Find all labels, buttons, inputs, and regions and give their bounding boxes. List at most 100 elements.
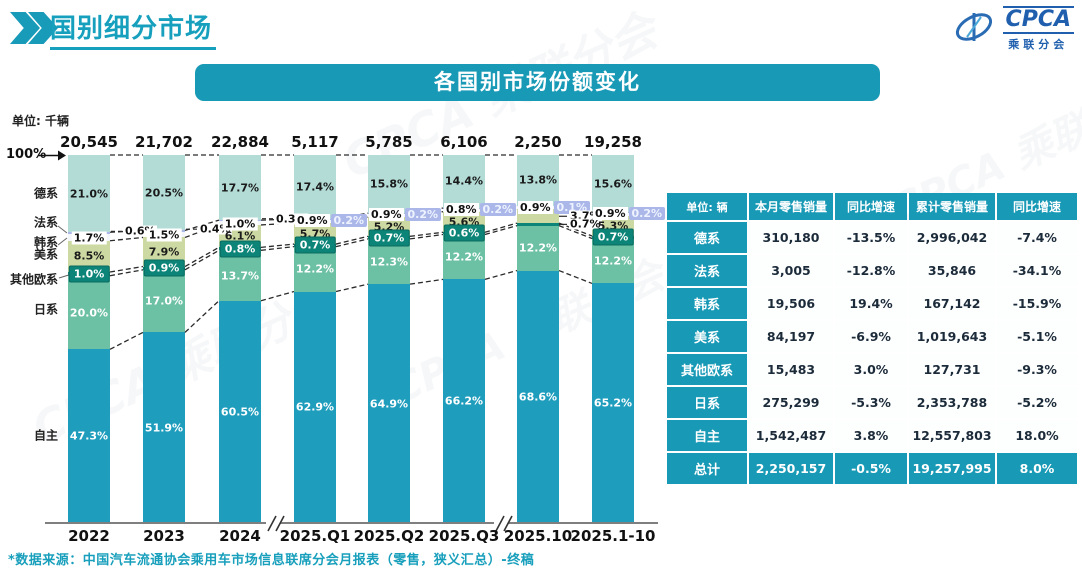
table-cell: -0.5%	[835, 453, 907, 484]
label-domestic-share: 68.6%	[518, 390, 558, 404]
bar-segment-domestic-2022	[68, 349, 110, 524]
table-row: 德系 310,180 -13.5% 2,996,042 -7.4%	[667, 222, 1077, 253]
table-cell: 3.0%	[835, 354, 907, 385]
table-header-cell: 累计零售销量	[909, 193, 995, 220]
table-row-header: 韩系	[667, 288, 747, 319]
bar-segment-japanese-2025.10	[517, 225, 559, 271]
label-japanese-share: 12.2%	[518, 241, 558, 255]
label-american-share: 7.9%	[148, 245, 180, 259]
label-american-share-callout: 3.7%	[569, 209, 602, 223]
label-korean-share: 0.9%	[369, 208, 404, 222]
table-row-header: 法系	[667, 255, 747, 286]
table-header-cell: 同比增速	[835, 193, 907, 220]
logo-brand-text: CPCA	[1002, 6, 1074, 34]
table-row-header: 日系	[667, 387, 747, 418]
label-german-share: 17.7%	[220, 181, 260, 195]
label-german-share: 15.6%	[593, 177, 633, 191]
bar-segment-domestic-2025.Q3	[443, 279, 485, 523]
bar-segment-other-european-2025.10	[517, 223, 559, 226]
cpca-logo: CPCA 乘联分会	[951, 6, 1074, 52]
bar-segment-japanese-2025.Q1	[294, 246, 336, 292]
label-french-share-callout: 0.6%	[124, 224, 157, 238]
bar-segment-japanese-2023	[143, 269, 185, 333]
table-cell: -7.4%	[997, 222, 1077, 253]
legend-label-other-european: 其他欧系	[9, 272, 58, 287]
label-japanese-share: 12.2%	[444, 250, 484, 264]
bar-total-label: 22,884	[211, 133, 269, 151]
label-american-share: 6.1%	[224, 229, 256, 243]
bar-total-label: 21,702	[135, 133, 193, 151]
table-row-header: 自主	[667, 420, 747, 451]
x-axis-label: 2025.Q2	[353, 527, 425, 545]
table-header-cell: 单位: 辆	[667, 193, 747, 220]
label-japanese-share: 12.2%	[295, 262, 335, 276]
y-axis-100-label: 100%	[6, 147, 47, 162]
label-french-share: 0.1%	[553, 200, 591, 214]
bar-segment-domestic-2024	[219, 300, 261, 524]
label-japanese-share: 17.0%	[144, 294, 184, 308]
table-row-header: 德系	[667, 222, 747, 253]
bar-segment-domestic-2023	[143, 332, 185, 524]
table-row-header: 美系	[667, 321, 747, 352]
data-source-note: *数据来源：中国汽车流通协会乘用车市场信息联席分会月报表（零售，狭义汇总）-终稿	[8, 553, 535, 568]
bar-segment-german-2023	[143, 155, 185, 231]
unit-note: 单位: 千辆	[12, 114, 69, 128]
x-axis-label: 2025.1-10	[570, 527, 656, 545]
legend-label-german: 德系	[33, 186, 58, 201]
legend-label-domestic: 自主	[33, 428, 58, 443]
bar-segment-japanese-2022	[68, 275, 110, 350]
label-other-european-share: 0.8%	[219, 240, 261, 258]
table-cell: 19,257,995	[909, 453, 995, 484]
label-american-share: 8.5%	[73, 249, 105, 263]
label-other-european-share: 0.7%	[592, 228, 634, 246]
table-cell: -9.3%	[997, 354, 1077, 385]
legend-label-french: 法系	[33, 215, 58, 230]
label-french-share: 0.2%	[628, 207, 666, 221]
label-german-share: 14.4%	[444, 174, 484, 188]
table-row: 韩系 19,506 19.4% 167,142 -15.9%	[667, 288, 1077, 319]
table-row-header: 总计	[667, 453, 747, 484]
table-cell: 127,731	[909, 354, 995, 385]
label-american-share: 5.6%	[448, 215, 480, 229]
bar-segment-domestic-2025.Q2	[368, 284, 410, 523]
bar-total-label: 6,106	[440, 133, 488, 151]
table-cell: 84,197	[749, 321, 833, 352]
bar-total-label: 20,545	[60, 133, 118, 151]
logo-brand-cn: 乘联分会	[1008, 38, 1069, 51]
table-cell: -5.2%	[997, 387, 1077, 418]
label-other-european-share: 0.7%	[368, 229, 410, 247]
table-cell: 310,180	[749, 222, 833, 253]
x-axis-label: 2025.Q1	[279, 527, 351, 545]
bar-segment-german-2025.10	[517, 155, 559, 206]
table-cell: 2,353,788	[909, 387, 995, 418]
table-cell: -5.3%	[835, 387, 907, 418]
label-american-share: 5.3%	[597, 219, 629, 233]
label-french-share-callout: 0.4%	[199, 222, 232, 236]
label-american-share: 5.2%	[373, 220, 405, 234]
chart-title-banner: 各国别市场份额变化	[195, 64, 880, 101]
table-cell: -34.1%	[997, 255, 1077, 286]
table-cell: 18.0%	[997, 420, 1077, 451]
label-korean-french-row: 0.9% 0.2%	[369, 208, 442, 222]
table-cell: -12.8%	[835, 255, 907, 286]
table-header-row: 单位: 辆本月零售销量 同比增速 累计零售销量 同比增速	[667, 193, 1077, 220]
table-cell: 12,557,803	[909, 420, 995, 451]
table-cell: 2,996,042	[909, 222, 995, 253]
table-row: 美系 84,197 -6.9% 1,019,643 -5.1%	[667, 321, 1077, 352]
label-domestic-share: 51.9%	[144, 421, 184, 435]
label-german-share: 17.4%	[295, 180, 335, 194]
label-japanese-share: 13.7%	[220, 269, 260, 283]
legend-label-american: 美系	[33, 247, 58, 262]
label-korean-share: 0.9%	[593, 207, 628, 221]
bar-segment-domestic-2025.1-10	[592, 283, 634, 524]
table-cell: -5.1%	[997, 321, 1077, 352]
label-other-european-share: 0.6%	[443, 224, 485, 242]
label-other-european-share: 0.7%	[294, 236, 336, 254]
table-cell: 3.8%	[835, 420, 907, 451]
label-korean-share: 1.7%	[71, 231, 107, 244]
label-japanese-share: 20.0%	[69, 306, 109, 319]
table-cell: -13.5%	[835, 222, 907, 253]
label-korean-share: 0.9%	[518, 200, 553, 214]
label-domestic-share: 64.9%	[369, 397, 409, 411]
